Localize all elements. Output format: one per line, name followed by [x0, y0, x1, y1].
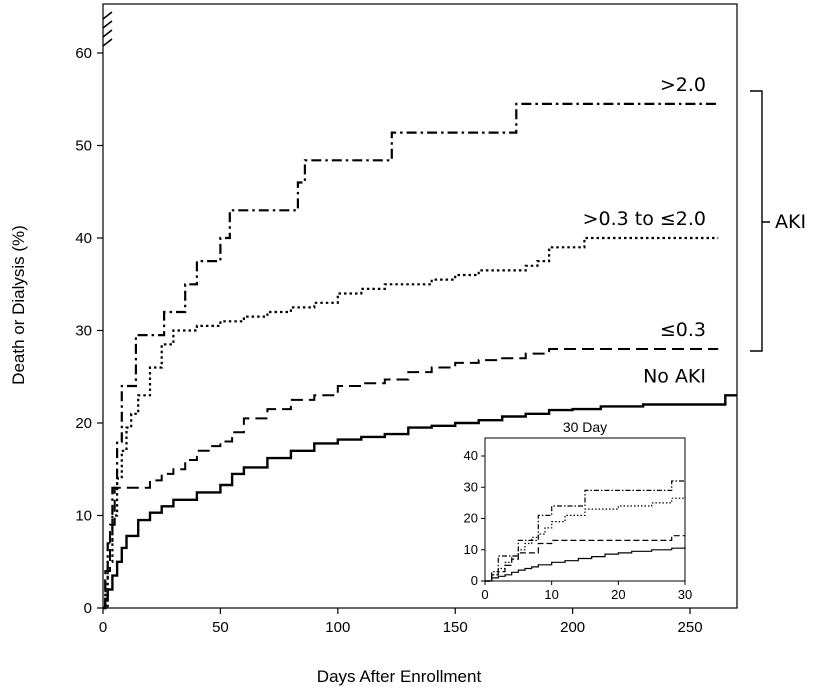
inset-y-tick-label: 30	[464, 479, 478, 494]
aki-bracket: AKI	[750, 90, 806, 352]
y-axis-break-marks	[102, 11, 113, 47]
series-label-0: >2.0	[660, 74, 706, 96]
main-series-group	[103, 102, 737, 610]
series-labels: >2.0 >0.3 to ≤2.0 ≤0.3 No AKI	[583, 74, 706, 387]
x-axis-title: Days After Enrollment	[317, 667, 482, 686]
x-tick-label: 150	[443, 619, 468, 636]
inset-title: 30 Day	[563, 419, 607, 435]
y-tick-label: 60	[75, 45, 92, 62]
y-tick-label: 30	[75, 323, 92, 340]
y-tick-label: 40	[75, 230, 92, 247]
inset-y-tick-label: 40	[464, 448, 478, 463]
series-label-1: >0.3 to ≤2.0	[583, 208, 706, 230]
inset-series-line-0	[485, 480, 685, 582]
y-tick-label: 20	[75, 415, 92, 432]
axis-break-slash	[102, 11, 113, 20]
inset-series-group	[485, 480, 686, 582]
y-tick-label: 50	[75, 138, 92, 155]
aki-bracket-line	[750, 90, 770, 352]
axis-break-slash	[102, 38, 113, 47]
x-tick-label: 100	[325, 619, 350, 636]
inset-series-line-2	[485, 535, 685, 582]
y-axis-title: Death or Dialysis (%)	[9, 225, 28, 385]
axis-break-slash	[102, 20, 113, 29]
y-tick-label: 10	[75, 508, 92, 525]
aki-bracket-label: AKI	[775, 211, 806, 233]
inset-y-tick-label: 10	[464, 542, 478, 557]
x-tick-label: 200	[560, 619, 585, 636]
inset-series-line-3	[485, 546, 686, 582]
series-label-3: No AKI	[643, 365, 706, 387]
series-line-2	[103, 348, 719, 609]
inset-y-tick-label: 0	[471, 573, 478, 588]
inset-axis-ticks: 0 10 20 30 40 0 10 20 30	[464, 448, 693, 602]
x-tick-label: 50	[212, 619, 229, 636]
inset-x-tick-label: 30	[678, 587, 692, 602]
plot-frame	[102, 3, 738, 609]
inset-y-tick-label: 20	[464, 511, 478, 526]
axis-break-slash	[102, 29, 113, 38]
series-label-2: ≤0.3	[660, 319, 706, 341]
inset-x-tick-label: 20	[611, 587, 625, 602]
inset-x-tick-label: 10	[544, 587, 558, 602]
series-line-3	[103, 394, 737, 610]
x-tick-label: 250	[678, 619, 703, 636]
inset-x-tick-label: 0	[481, 587, 488, 602]
inset-chart: 30 Day 0 10 20 30 40 0 10 20 30	[464, 419, 693, 602]
x-tick-label: 0	[99, 619, 107, 636]
y-tick-label: 0	[84, 600, 92, 617]
series-line-1	[103, 236, 719, 610]
